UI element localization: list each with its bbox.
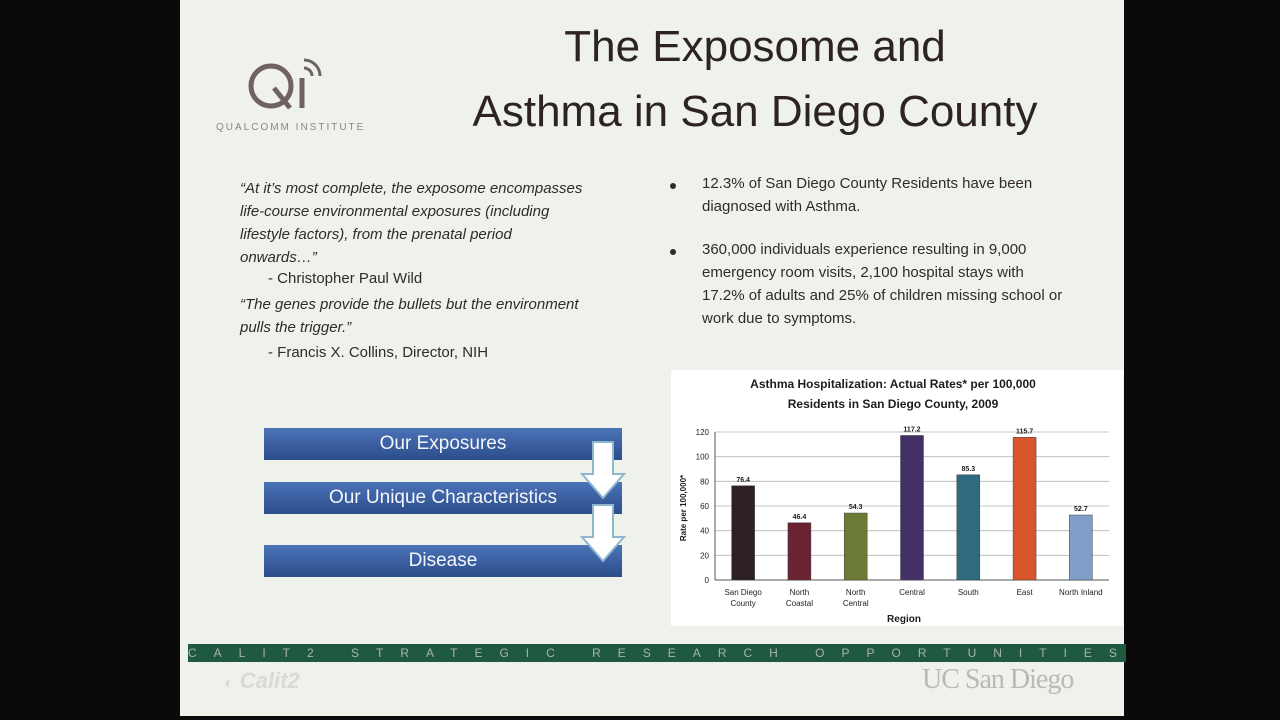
qualcomm-institute-logo-icon: [248, 58, 322, 110]
y-axis-label: Rate per 100,000*: [679, 474, 688, 541]
bar-value-label: 117.2: [903, 426, 920, 433]
quote-line: “At it’s most complete, the exposome enc…: [240, 180, 583, 197]
bullet-dot: [670, 249, 676, 255]
quote-line: lifestyle factors), from the prenatal pe…: [240, 226, 512, 243]
y-tick-label: 0: [705, 576, 710, 585]
x-axis-label: Region: [887, 614, 921, 625]
bullet-line: 360,000 individuals experience resulting…: [702, 241, 1027, 258]
y-tick-label: 80: [700, 477, 709, 486]
calit2-swoosh-icon: ◐: [224, 675, 234, 692]
footer-banner: CALIT2 STRATEGIC RESEARCH OPPORTUNITIES …: [188, 644, 1126, 662]
bar: [787, 522, 812, 581]
quote-wild: “At it’s most complete, the exposome enc…: [240, 177, 582, 269]
qualcomm-institute-label: QUALCOMM INSTITUTE: [216, 122, 366, 133]
quote-line: life-course environmental exposures (inc…: [240, 203, 550, 220]
down-arrow-icon: [580, 504, 626, 563]
attribution-wild: - Christopher Paul Wild: [268, 270, 423, 287]
flow-box-characteristics: Our Unique Characteristics: [264, 482, 622, 514]
x-tick-label: North: [846, 588, 866, 597]
flow-box-disease: Disease: [264, 545, 622, 577]
x-tick-label: San Diego: [724, 588, 762, 597]
calit2-logo-text: Calit2: [239, 668, 300, 693]
bar-value-label: 46.4: [793, 514, 807, 521]
bar-value-label: 52.7: [1074, 506, 1088, 513]
bullet-line: diagnosed with Asthma.: [702, 198, 861, 215]
bullet-line: 12.3% of San Diego County Residents have…: [702, 175, 1033, 192]
bar-value-label: 76.4: [736, 477, 750, 484]
bullet-line: work due to symptoms.: [702, 310, 857, 327]
bullet-asthma-rate: 12.3% of San Diego County Residents have…: [702, 172, 1032, 218]
x-tick-label: North: [790, 588, 810, 597]
y-tick-label: 120: [696, 428, 710, 437]
y-tick-label: 40: [700, 527, 709, 536]
x-tick-label: Coastal: [786, 599, 813, 608]
y-tick-label: 100: [696, 453, 710, 462]
quote-line: onwards…”: [240, 249, 317, 266]
asthma-hospitalization-chart: Asthma Hospitalization: Actual Rates* pe…: [671, 370, 1123, 626]
bar: [900, 435, 924, 581]
slide: QUALCOMM INSTITUTE The Exposome and Asth…: [180, 0, 1124, 716]
quote-line: pulls the trigger.”: [240, 319, 352, 336]
bullet-line: 17.2% of adults and 25% of children miss…: [702, 287, 1063, 304]
slide-title-line2: Asthma in San Diego County: [472, 87, 1038, 136]
y-tick-label: 60: [700, 502, 709, 511]
calit2-logo: ◐ Calit2: [224, 668, 300, 694]
x-tick-label: South: [958, 588, 979, 597]
bar-value-label: 115.7: [1016, 428, 1033, 435]
chart-subtitle: Residents in San Diego County, 2009: [788, 397, 999, 411]
bar-value-label: 85.3: [961, 466, 975, 473]
bullet-line: emergency room visits, 2,100 hospital st…: [702, 264, 1024, 281]
bullet-impact: 360,000 individuals experience resulting…: [702, 238, 1062, 330]
slide-title-line1: The Exposome and: [564, 22, 946, 71]
chart-title: Asthma Hospitalization: Actual Rates* pe…: [750, 377, 1036, 391]
bar: [1012, 437, 1037, 581]
flow-box-exposures: Our Exposures: [264, 428, 622, 460]
bar: [956, 474, 981, 581]
uc-san-diego-logo: UC San Diego: [922, 664, 1074, 695]
bullet-dot: [670, 183, 676, 189]
quote-collins: “The genes provide the bullets but the e…: [240, 293, 579, 339]
bar: [843, 512, 868, 581]
y-tick-label: 20: [700, 551, 709, 560]
chart-marks: 0 20 40 60 80 100 120 76.4 San Diego County 46.4 No…: [696, 426, 1109, 608]
x-tick-label: East: [1017, 588, 1034, 597]
x-tick-label: North Inland: [1059, 588, 1103, 597]
x-tick-label: Central: [899, 588, 925, 597]
attribution-collins: - Francis X. Collins, Director, NIH: [268, 344, 489, 361]
x-tick-label: Central: [843, 599, 869, 608]
quote-line: “The genes provide the bullets but the e…: [240, 296, 579, 313]
down-arrow-icon: [580, 441, 626, 500]
chart-svg: Asthma Hospitalization: Actual Rates* pe…: [679, 377, 1109, 625]
bar: [1069, 514, 1093, 581]
bar-value-label: 54.3: [849, 504, 863, 511]
x-tick-label: County: [730, 599, 755, 608]
bar: [731, 485, 755, 581]
